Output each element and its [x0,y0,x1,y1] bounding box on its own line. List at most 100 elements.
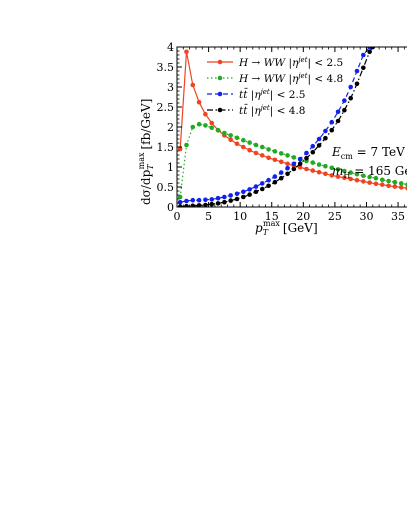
data-point [203,111,208,117]
data-point [329,127,335,133]
data-point [373,175,379,181]
data-point [361,52,366,58]
data-point [241,194,246,200]
y-tick-label: 0.5 [157,181,175,194]
data-point [310,168,316,173]
data-point [196,121,202,127]
data-point [386,183,391,189]
data-point [278,151,284,156]
data-point [348,95,353,101]
data-point [222,194,227,200]
legend-item-2: H → WW |ηjet| < 4.8 [207,72,343,86]
data-point [329,119,335,125]
data-point [373,181,379,187]
data-point [278,170,284,175]
data-point [342,175,347,181]
y-tick-label: 2 [167,121,174,134]
data-point [361,65,366,71]
x-tick-label: 10 [233,210,247,223]
data-point [177,204,183,207]
x-tick-label: 35 [391,210,405,223]
data-point [259,144,265,150]
data-point [272,157,278,163]
data-point [253,142,259,148]
y-tick-label: 4 [167,41,174,54]
data-point [348,84,353,90]
data-point [348,176,353,182]
series-line [179,123,407,198]
data-point [272,174,278,179]
data-point [228,198,233,203]
data-point [392,179,398,185]
data-point [190,82,196,88]
data-point [222,199,227,205]
x-tick-label: 15 [265,210,279,223]
data-point [209,120,215,126]
data-point [379,177,385,183]
x-tick-label: 5 [205,210,212,223]
data-point [304,155,309,161]
x-tick-label: 0 [174,210,181,223]
data-point [177,194,183,200]
data-point [184,142,189,148]
data-point [190,124,196,130]
data-point [190,203,196,207]
data-point [316,169,322,175]
y-tick-label: 3.5 [157,61,175,74]
data-point [398,185,404,190]
data-point [335,118,341,124]
data-point [196,197,202,203]
data-point [184,49,189,55]
y-tick-label: 0 [167,201,174,214]
data-point [285,165,290,171]
data-point [354,177,360,183]
data-point [361,173,366,179]
data-point [247,147,252,153]
data-point [354,81,360,87]
legend-marker [217,107,223,113]
data-point [278,175,284,181]
series-layer [177,47,407,207]
data-point [291,161,297,167]
data-point [342,168,347,174]
data-point [247,192,252,197]
data-point [215,127,221,133]
data-point [228,133,233,138]
data-point [259,186,265,192]
data-point [215,201,221,206]
legend-marker [217,75,223,81]
legend-item-1: H → WW |ηjet| < 2.5 [207,56,343,70]
data-point [335,109,341,115]
data-point [241,144,246,150]
legend-label: H → WW |ηjet| < 4.8 [238,72,343,86]
data-point [335,167,341,172]
data-point [272,149,278,154]
data-point [316,136,322,142]
annotation-block: Ecm = 7 TeV mH = 165 GeV [331,145,407,180]
data-point [291,166,297,172]
data-point [297,161,303,167]
data-point [310,143,316,149]
data-point [342,107,347,113]
data-point [253,150,259,156]
data-point [177,199,183,205]
legend-label: tt̄ |ηjet| < 4.8 [239,104,305,118]
annotation-ecm: Ecm = 7 TeV [331,145,405,161]
data-point [316,162,322,167]
data-point [259,181,265,186]
series-2 [177,121,407,200]
data-point [316,143,322,148]
data-point [361,179,366,184]
data-point [398,181,404,186]
series-3 [177,47,372,205]
data-point [259,153,265,158]
data-point [272,179,278,185]
data-point [215,195,221,201]
data-point [329,165,335,171]
data-point [354,171,360,177]
data-point [234,141,240,147]
data-point [367,174,372,180]
data-point [203,202,208,207]
x-tick-label: 25 [328,210,342,223]
data-point [234,191,240,197]
